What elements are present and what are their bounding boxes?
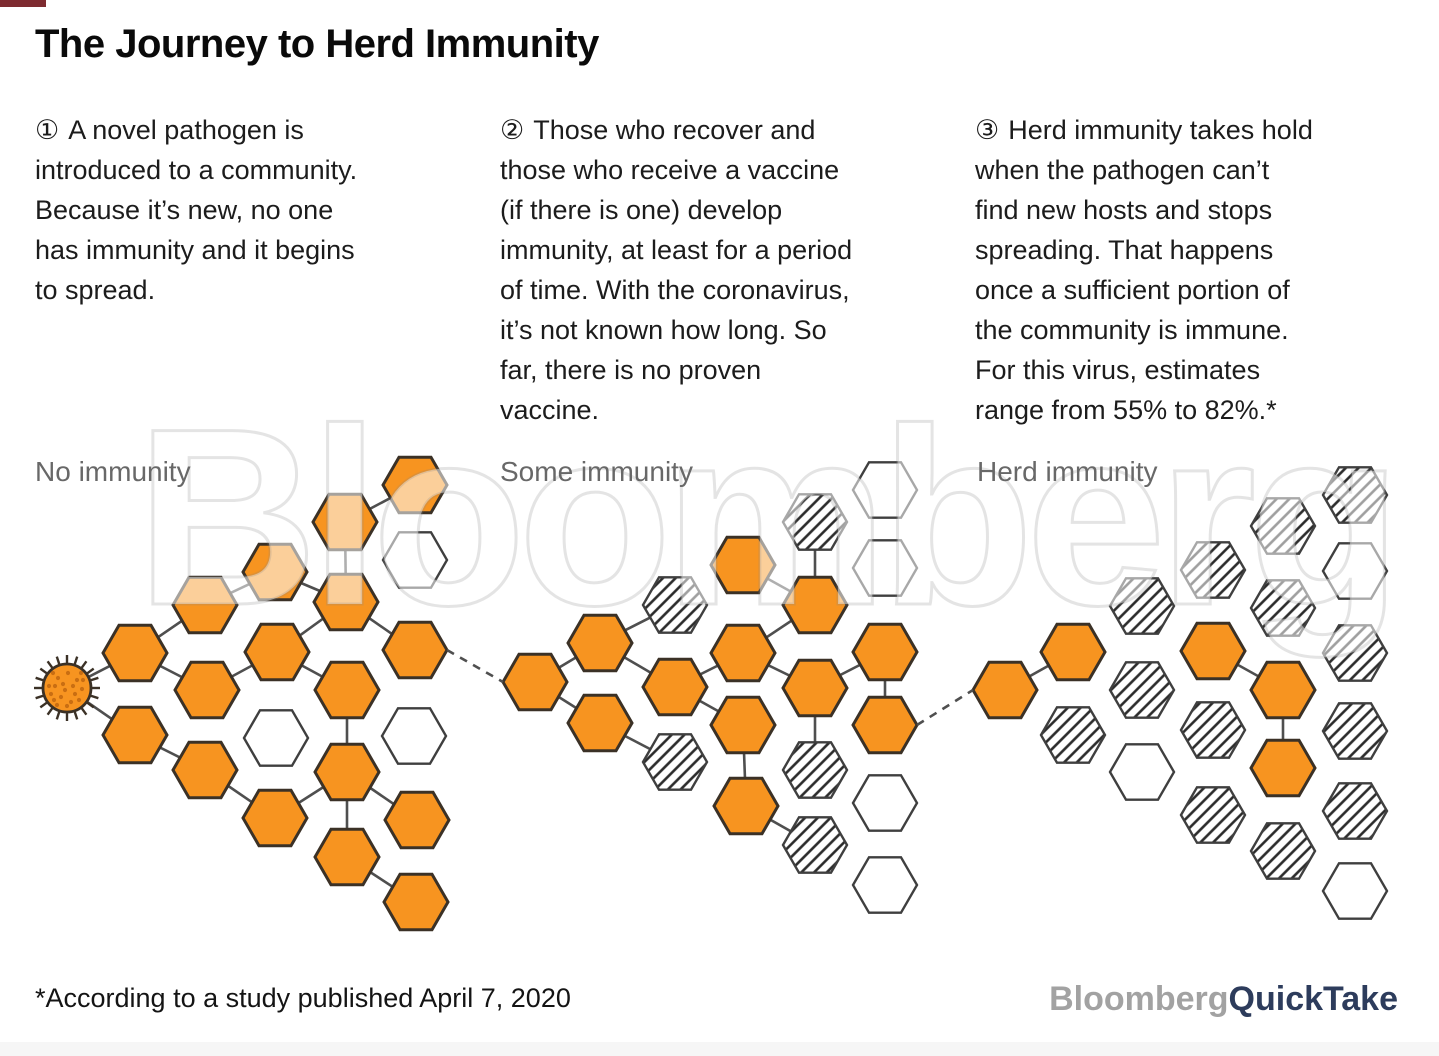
virus-icon [34,655,100,721]
hex-susceptible-not-infected [851,856,919,914]
panel-herd-immunity [971,466,1389,920]
label-some-immunity: Some immunity [500,456,693,487]
label-no-immunity: No immunity [35,456,191,487]
hex-infected [1249,660,1317,720]
page-title: The Journey to Herd Immunity [35,22,599,66]
hex-susceptible-not-infected [381,531,449,589]
hex-infected [781,658,849,718]
hex-infected [971,660,1039,720]
hex-susceptible-not-infected [242,709,310,767]
dashed-transmission-link [446,648,504,684]
hex-susceptible-not-infected [851,539,919,597]
step-3: ③ Herd immunity takes hold when the patho… [975,110,1315,430]
hex-immune-hatched [641,733,709,791]
hex-infected [781,575,849,635]
hex-immune-hatched [1108,661,1176,719]
step-3-text: Herd immunity takes hold when the pathog… [975,115,1313,425]
step-2-number-icon: ② [500,115,525,145]
hex-infected [1039,622,1107,682]
hex-infected [1179,621,1247,681]
step-1-number-icon: ① [35,115,60,145]
hex-infected [501,652,569,712]
brand-quicktake: QuickTake [1228,980,1398,1018]
brand-logo: BloombergQuickTake [1049,980,1398,1019]
hex-infected [381,455,449,515]
hex-immune-hatched [1249,822,1317,880]
hex-infected [709,535,777,595]
hex-infected [313,660,381,720]
hex-infected [101,623,169,683]
brand-bloomberg: Bloomberg [1049,980,1229,1018]
hex-susceptible-not-infected [380,707,448,765]
hex-immune-hatched [1179,701,1247,759]
hex-immune-hatched [1108,577,1176,635]
hex-immune-hatched [641,576,709,634]
hex-infected [243,622,311,682]
step-1-text: A novel pathogen is introduced to a comm… [35,115,358,305]
top-left-red-bar [0,0,46,7]
hex-infected [313,742,381,802]
hex-immune-hatched [781,493,849,551]
hex-infected [709,695,777,755]
footnote: *According to a study published April 7,… [35,983,571,1013]
label-herd-immunity: Herd immunity [977,456,1158,487]
dashed-transmission-link [916,688,974,727]
hex-infected [171,740,239,800]
hex-immune-hatched [1321,466,1389,524]
hex-immune-hatched [1249,497,1317,555]
hex-infected [241,542,309,602]
bottom-band [0,1042,1439,1056]
hex-infected [383,790,451,850]
hex-susceptible-not-infected [1321,862,1389,920]
hex-infected [851,695,919,755]
hex-susceptible-not-infected [851,774,919,832]
hex-immune-hatched [1321,702,1389,760]
hex-infected [381,620,449,680]
hex-immune-hatched [1321,782,1389,840]
hex-susceptible-not-infected [1108,743,1176,801]
hex-immune-hatched [781,741,849,799]
hex-immune-hatched [1249,579,1317,637]
step-2-text: Those who recover and those who receive … [500,115,853,425]
hex-infected [173,660,241,720]
step-3-number-icon: ③ [975,115,1000,145]
hex-infected [566,693,634,753]
panel-some-immunity [501,461,919,914]
hex-infected [382,872,450,932]
hex-immune-hatched [1179,786,1247,844]
hex-susceptible-not-infected [1321,542,1389,600]
hex-infected [566,613,634,673]
hex-infected [312,572,380,632]
hex-infected [712,776,780,836]
hex-infected [313,827,381,887]
panel-no-immunity [66,455,451,932]
hex-immune-hatched [1179,541,1247,599]
hex-infected [171,575,239,635]
hex-infected [709,623,777,683]
hex-immune-hatched [1039,706,1107,764]
hex-infected [641,657,709,717]
hex-immune-hatched [1321,624,1389,682]
hex-infected [241,788,309,848]
hex-infected [311,492,379,552]
hex-susceptible-not-infected [851,461,919,519]
hex-immune-hatched [781,816,849,874]
hex-infected [101,705,169,765]
hex-infected [851,622,919,682]
step-2: ② Those who recover and those who receive… [500,110,860,430]
hex-infected [1249,738,1317,798]
